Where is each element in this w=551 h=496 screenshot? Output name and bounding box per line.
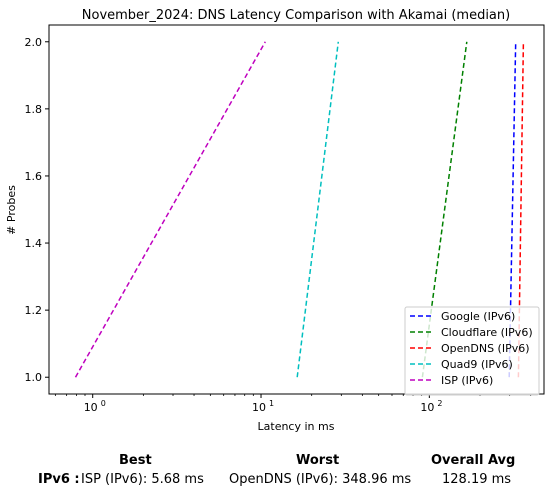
- x-tick-label-2: 10: [420, 401, 434, 414]
- legend-label-1: Cloudflare (IPv6): [441, 326, 533, 339]
- summary-row-label: IPv6 :: [38, 472, 80, 487]
- summary-best-header: Best: [119, 453, 152, 468]
- summary-worst-value: OpenDNS (IPv6): 348.96 ms: [229, 472, 411, 487]
- legend: Google (IPv6) Cloudflare (IPv6) OpenDNS (I…: [405, 307, 539, 395]
- x-axis-label: Latency in ms: [258, 420, 335, 433]
- x-tick-label-1: 10: [252, 401, 266, 414]
- latency-chart: November_2024: DNS Latency Comparison wi…: [0, 0, 551, 446]
- y-tick-label-5: 2.0: [25, 36, 43, 49]
- summary-avg-header: Overall Avg: [431, 453, 515, 468]
- legend-label-4: ISP (IPv6): [441, 374, 493, 387]
- y-tick-label-3: 1.6: [25, 170, 43, 183]
- x-tick-exponent-2: 2: [437, 399, 442, 408]
- legend-label-0: Google (IPv6): [441, 310, 515, 323]
- legend-label-2: OpenDNS (IPv6): [441, 342, 530, 355]
- y-tick-label-0: 1.0: [25, 371, 43, 384]
- summary-worst-header: Worst: [296, 453, 339, 468]
- summary-table: Best Worst Overall Avg IPv6 : ISP (IPv6)…: [0, 446, 551, 496]
- y-tick-label-2: 1.4: [25, 237, 43, 250]
- chart-title: November_2024: DNS Latency Comparison wi…: [82, 8, 510, 23]
- x-tick-exponent-0: 0: [101, 399, 106, 408]
- x-tick-exponent-1: 1: [269, 399, 274, 408]
- summary-best-value: ISP (IPv6): 5.68 ms: [81, 472, 204, 487]
- legend-label-3: Quad9 (IPv6): [441, 358, 513, 371]
- y-tick-label-4: 1.8: [25, 103, 43, 116]
- y-axis-label: # Probes: [5, 185, 18, 235]
- x-tick-label-0: 10: [84, 401, 98, 414]
- summary-avg-value: 128.19 ms: [442, 472, 511, 487]
- y-tick-label-1: 1.2: [25, 304, 43, 317]
